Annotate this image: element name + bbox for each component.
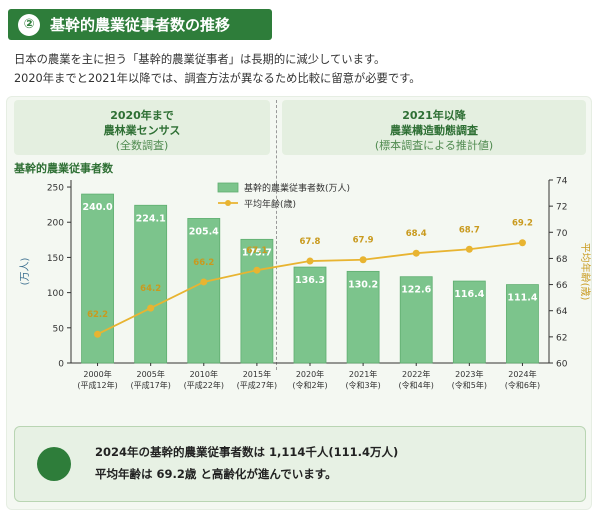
age-point-0	[94, 330, 102, 338]
age-value-label-7: 68.7	[459, 225, 480, 235]
x-tick-label-year-2: 2010年	[190, 369, 218, 379]
bar-value-label-6: 122.6	[401, 285, 431, 296]
legend-bar-swatch	[217, 182, 239, 193]
intro-line-2: 2020年までと2021年以降では、調査方法が異なるため比較に留意が必要です。	[14, 72, 421, 85]
x-tick-label-era-7: (令和5年)	[452, 380, 487, 390]
bar-3	[240, 238, 274, 364]
left-tick-label: 0	[58, 360, 64, 370]
period-right-title-2: 農業構造動態調査	[390, 124, 478, 137]
right-tick-label: 70	[556, 229, 568, 239]
age-value-label-2: 66.2	[193, 258, 214, 268]
bar-value-label-4: 136.3	[295, 275, 325, 286]
left-axis-title: (万人)	[19, 258, 31, 286]
legend-line-label: 平均年齢(歳)	[244, 198, 296, 210]
age-point-6	[412, 249, 420, 257]
bar-8	[506, 284, 539, 364]
x-tick-label-era-6: (令和4年)	[399, 380, 434, 390]
age-value-label-5: 67.9	[353, 236, 374, 246]
intro-text: 日本の農業を主に担う「基幹的農業従事者」は長期的に減少しています。 2020年ま…	[14, 50, 421, 88]
left-tick-label: 200	[47, 219, 64, 229]
period-box-right: 2021年以降 農業構造動態調査 (標本調査による推計値)	[282, 100, 586, 155]
x-tick-label-era-2: (平成22年)	[184, 380, 224, 390]
period-left-title-2: 農林業センサス	[103, 124, 181, 137]
x-tick-label-era-1: (平成17年)	[130, 380, 170, 390]
left-tick-label: 150	[47, 254, 64, 264]
period-box-left: 2020年まで 農林業センサス (全数調査)	[14, 100, 270, 155]
x-tick-label-year-8: 2024年	[508, 369, 536, 379]
section-title: 基幹的農業従事者数の推移	[50, 16, 231, 34]
age-point-8	[518, 239, 526, 247]
chart-title: 基幹的農業従事者数	[13, 161, 114, 175]
bar-value-label-1: 224.1	[136, 213, 166, 224]
right-tick-label: 74	[556, 177, 568, 187]
bar-6	[399, 276, 433, 364]
x-tick-label-era-3: (平成27年)	[237, 380, 277, 390]
x-tick-label-era-0: (平成12年)	[77, 380, 117, 390]
summary-circle-icon	[37, 447, 71, 481]
x-tick-label-year-7: 2023年	[455, 369, 483, 379]
age-value-label-3: 67.1	[246, 246, 267, 256]
right-tick-label: 66	[556, 281, 568, 291]
left-tick-label: 100	[47, 289, 64, 299]
bar-value-label-8: 111.4	[507, 293, 537, 304]
left-tick-label: 50	[53, 324, 65, 334]
bar-4	[293, 266, 327, 364]
bar-value-label-7: 116.4	[454, 289, 484, 300]
section-number-badge: ②	[18, 13, 40, 36]
age-point-7	[465, 245, 473, 253]
period-left-sub: (全数調査)	[115, 139, 169, 152]
bar-value-label-0: 240.0	[83, 202, 113, 213]
x-tick-label-era-5: (令和3年)	[345, 380, 380, 390]
right-tick-label: 64	[556, 307, 568, 317]
x-tick-label-year-5: 2021年	[349, 369, 377, 379]
age-point-1	[147, 304, 155, 312]
bar-value-label-3: 175.7	[242, 247, 272, 258]
left-tick-label: 250	[47, 184, 64, 194]
age-value-label-0: 62.2	[87, 310, 108, 320]
x-tick-label-year-6: 2022年	[402, 369, 430, 379]
age-point-5	[359, 256, 367, 264]
bar-2	[187, 218, 221, 364]
right-tick-label: 60	[556, 360, 568, 370]
intro-line-1: 日本の農業を主に担う「基幹的農業従事者」は長期的に減少しています。	[14, 53, 386, 66]
right-tick-label: 68	[556, 255, 568, 265]
summary-line-1: 2024年の基幹的農業従事者数は 1,114千人(111.4万人)	[95, 445, 399, 459]
period-divider	[276, 100, 277, 370]
bar-1	[134, 204, 168, 364]
right-tick-label: 72	[556, 203, 567, 213]
age-value-label-1: 64.2	[140, 284, 161, 294]
age-value-label-4: 67.8	[300, 237, 321, 247]
age-value-label-6: 68.4	[406, 229, 427, 239]
bar-7	[452, 280, 486, 364]
x-tick-label-year-1: 2005年	[136, 369, 164, 379]
bar-5	[346, 270, 380, 364]
age-point-4	[306, 257, 314, 265]
x-tick-label-year-4: 2020年	[296, 369, 324, 379]
x-tick-label-year-3: 2015年	[243, 369, 271, 379]
age-point-3	[253, 266, 261, 274]
period-left-title-1: 2020年まで	[110, 109, 174, 122]
x-tick-label-year-0: 2000年	[83, 369, 111, 379]
period-right-sub: (標本調査による推計値)	[374, 139, 494, 152]
age-point-2	[200, 278, 208, 286]
legend-bar-label: 基幹的農業従事者数(万人)	[244, 182, 350, 194]
summary-box: 2024年の基幹的農業従事者数は 1,114千人(111.4万人) 平均年齢は …	[14, 426, 586, 502]
period-right-title-1: 2021年以降	[402, 109, 466, 122]
section-header: ② 基幹的農業従事者数の推移	[8, 9, 272, 40]
age-value-label-8: 69.2	[512, 219, 533, 229]
summary-line-2: 平均年齢は 69.2歳 と高齢化が進んでいます。	[95, 467, 337, 481]
x-tick-label-era-8: (令和6年)	[505, 380, 540, 390]
x-tick-label-era-4: (令和2年)	[292, 380, 327, 390]
right-axis-title: 平均年齢(歳)	[579, 243, 592, 301]
summary-text: 2024年の基幹的農業従事者数は 1,114千人(111.4万人) 平均年齢は …	[95, 441, 398, 485]
legend-line-marker	[225, 200, 231, 206]
right-tick-label: 62	[556, 333, 567, 343]
bar-value-label-5: 130.2	[348, 279, 378, 290]
bar-value-label-2: 205.4	[189, 226, 219, 237]
